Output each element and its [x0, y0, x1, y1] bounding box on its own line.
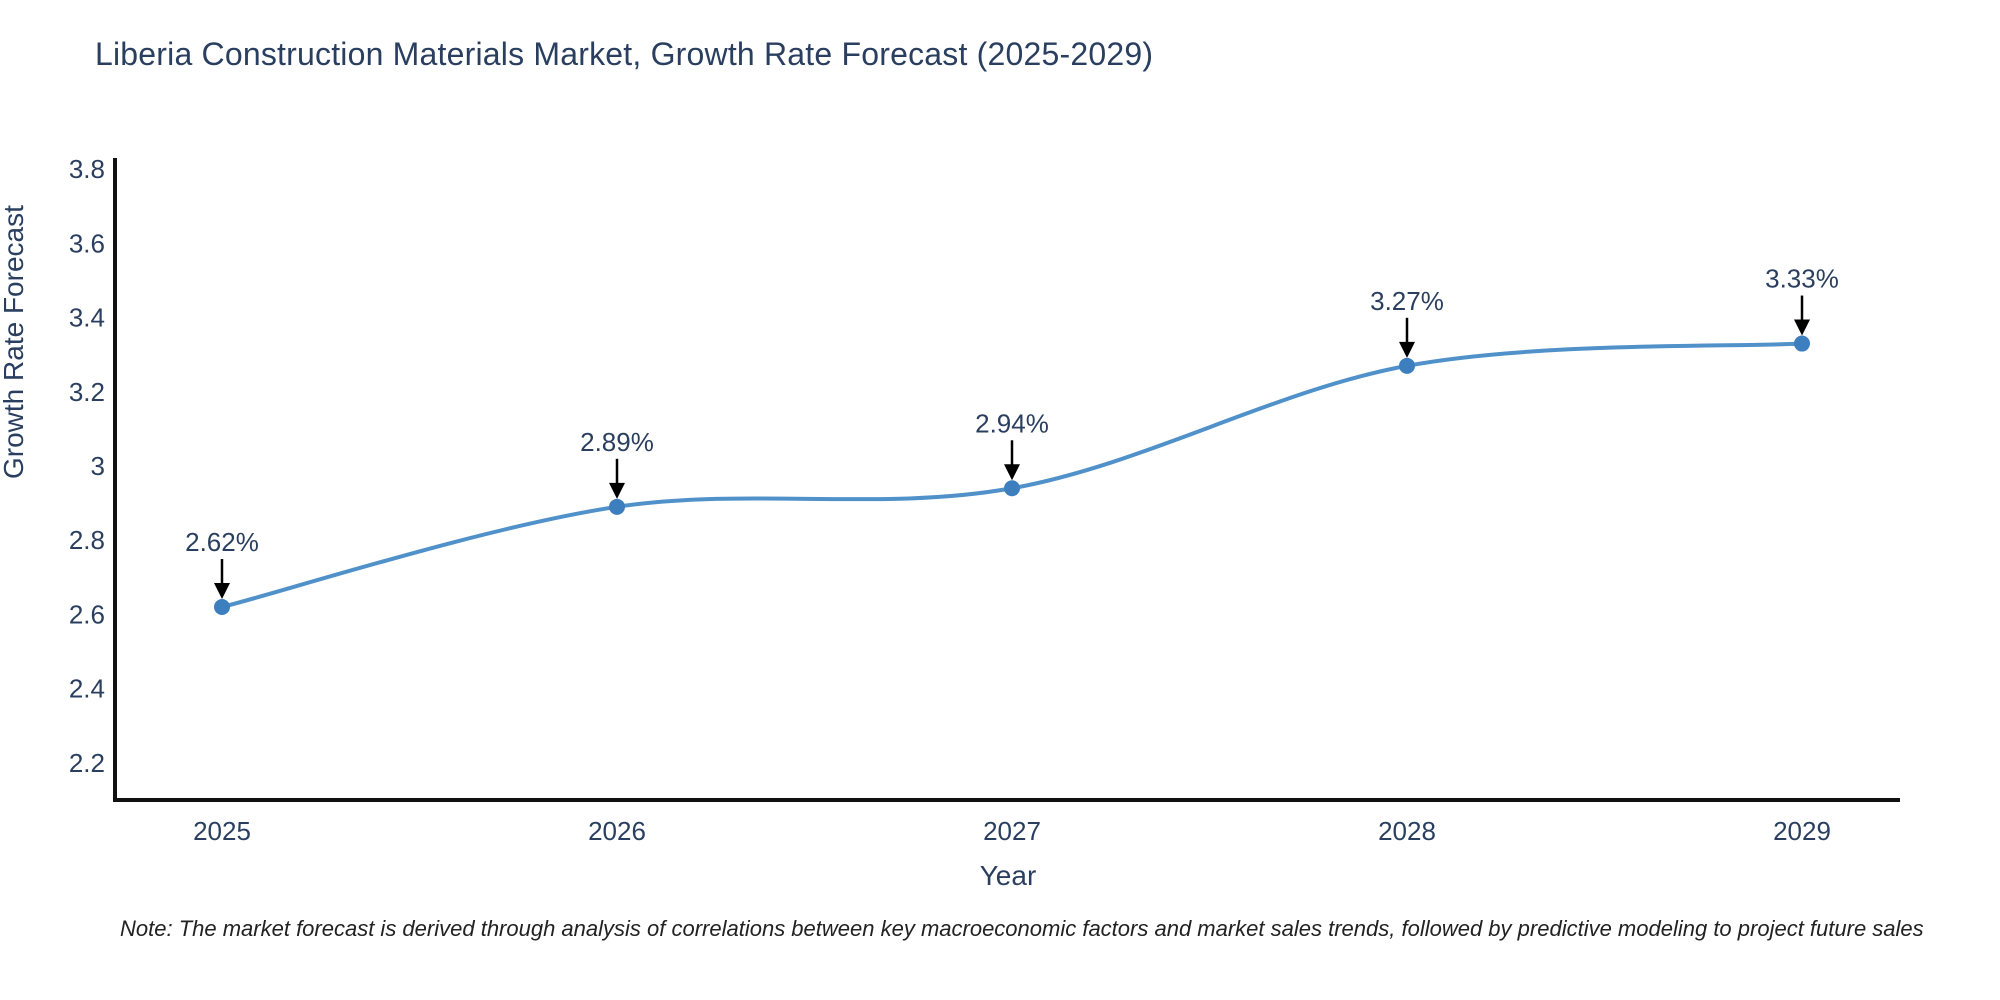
annotation-arrowhead [1399, 341, 1415, 358]
annotation-label: 2.94% [975, 408, 1049, 438]
y-axis-title: Growth Rate Forecast [0, 205, 29, 479]
x-axis-title: Year [979, 860, 1037, 891]
data-point-2029[interactable] [1794, 335, 1810, 352]
y-tick-label: 3.6 [69, 228, 105, 258]
y-tick-label: 3.8 [69, 154, 105, 184]
annotation-label: 2.62% [185, 527, 259, 557]
y-tick-label: 2.4 [69, 674, 105, 704]
data-point-2025[interactable] [214, 599, 230, 616]
data-point-2026[interactable] [609, 498, 625, 515]
annotation-label: 2.89% [580, 427, 654, 457]
chart-title: Liberia Construction Materials Market, G… [95, 36, 1154, 72]
annotation-label: 3.33% [1765, 264, 1839, 294]
x-tick-label: 2029 [1773, 816, 1831, 846]
x-tick-label: 2027 [983, 816, 1041, 846]
annotation-label: 3.27% [1370, 286, 1444, 316]
data-point-2028[interactable] [1399, 357, 1415, 374]
y-tick-label: 3.4 [69, 303, 105, 333]
x-tick-label: 2028 [1378, 816, 1436, 846]
y-tick-label: 2.6 [69, 599, 105, 629]
annotation-arrowhead [609, 482, 625, 499]
y-tick-label: 3.2 [69, 377, 105, 407]
footnote: Note: The market forecast is derived thr… [120, 916, 1924, 941]
x-tick-label: 2026 [588, 816, 646, 846]
x-tick-label: 2025 [193, 816, 251, 846]
y-tick-label: 3 [91, 451, 105, 481]
annotation-arrowhead [1794, 319, 1810, 336]
y-tick-label: 2.8 [69, 525, 105, 555]
annotation-arrowhead [1004, 464, 1020, 481]
data-point-2027[interactable] [1004, 480, 1020, 497]
y-tick-label: 2.2 [69, 748, 105, 778]
annotation-arrowhead [214, 583, 230, 600]
